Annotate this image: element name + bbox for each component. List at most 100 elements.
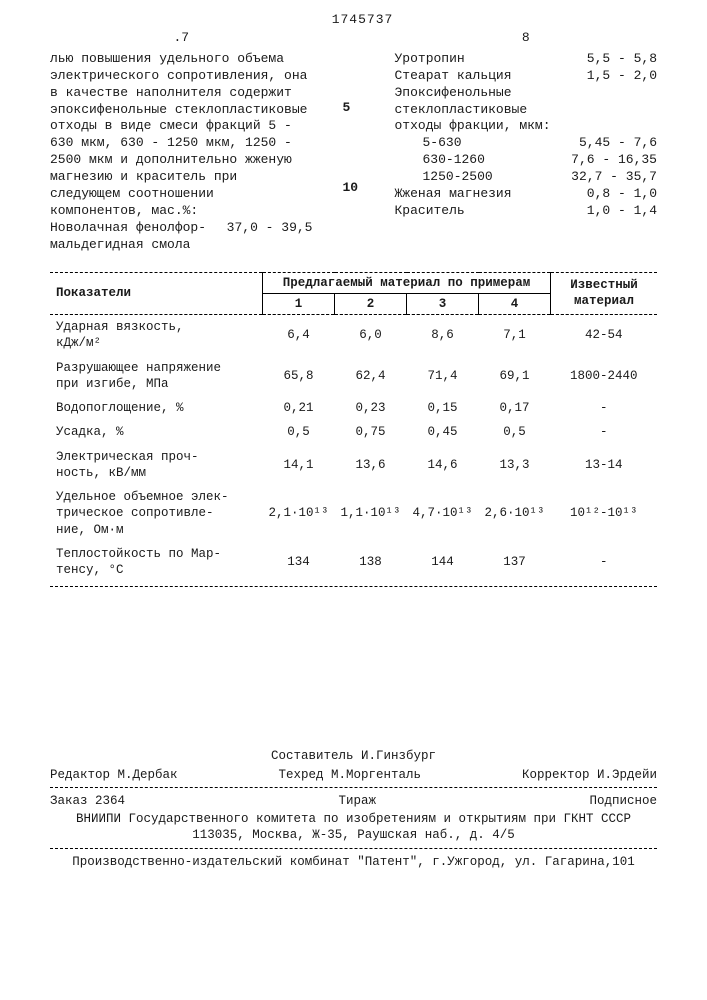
value-cell: 10¹²-10¹³ — [551, 485, 657, 542]
param-cell: Усадка, % — [50, 420, 263, 444]
value-cell: 0,21 — [263, 396, 335, 420]
org: ВНИИПИ Государственного комитета по изоб… — [50, 811, 657, 827]
param-cell: Водопоглощение, % — [50, 396, 263, 420]
th-param: Показатели — [50, 272, 263, 315]
value-cell: 0,5 — [479, 420, 551, 444]
compiler: Составитель И.Гинзбург — [50, 748, 657, 764]
left-body-text: лью повышения удельного объема электриче… — [50, 51, 313, 220]
ingredient-row: Краситель1,0 - 1,4 — [395, 203, 658, 220]
th-known: Известный материал — [551, 272, 657, 315]
col-num-7: .7 — [50, 30, 313, 47]
value-cell: 42-54 — [551, 315, 657, 356]
patent-number: 1745737 — [303, 12, 423, 29]
ingredient-label: Стеарат кальция — [395, 68, 577, 85]
value-cell: 69,1 — [479, 356, 551, 397]
line-numbers: 1745737 5 10 — [343, 30, 365, 254]
ingredient-label: 630-1260 — [423, 152, 562, 169]
ingredient-value — [647, 85, 657, 102]
th-col-1: 1 — [263, 293, 335, 314]
value-cell: 0,75 — [335, 420, 407, 444]
value-cell: 138 — [335, 542, 407, 583]
th-col-2: 2 — [335, 293, 407, 314]
ingredient-row: Стеарат кальция1,5 - 2,0 — [395, 68, 658, 85]
value-cell: 2,1·10¹³ — [263, 485, 335, 542]
param-cell: Удельное объемное элек- трическое сопрот… — [50, 485, 263, 542]
th-col-3: 3 — [407, 293, 479, 314]
value-cell: 2,6·10¹³ — [479, 485, 551, 542]
ingredient-row: 1250-250032,7 - 35,7 — [395, 169, 658, 186]
techred: Техред М.Моргенталь — [278, 767, 421, 783]
editor: Редактор М.Дербак — [50, 767, 178, 783]
ingredient-row: стеклопластиковые — [395, 102, 658, 119]
ingredient-value: 5,45 - 7,6 — [569, 135, 657, 152]
th-col-4: 4 — [479, 293, 551, 314]
ingredient-label: 1250-2500 — [423, 169, 562, 186]
left-last-ingredient: Новолачная фенолфор- мальдегидная смола … — [50, 220, 313, 254]
ingredient-row: 630-12607,6 - 16,35 — [395, 152, 658, 169]
line-10: 10 — [343, 180, 363, 197]
ingredient-value — [647, 102, 657, 119]
results-table: Показатели Предлагаемый материал по прим… — [50, 272, 657, 583]
value-cell: 14,6 — [407, 445, 479, 486]
table-row: Электрическая проч- ность, кВ/мм14,113,6… — [50, 445, 657, 486]
value-cell: 4,7·10¹³ — [407, 485, 479, 542]
table-bottom-sep — [50, 586, 657, 588]
ingredient-value — [647, 118, 657, 135]
tirage: Тираж — [338, 793, 376, 809]
table-row: Ударная вязкость, кДж/м²6,46,08,67,142-5… — [50, 315, 657, 356]
ingredient-row: Эпоксифенольные — [395, 85, 658, 102]
ingredient-value: 5,5 - 5,8 — [577, 51, 657, 68]
ingredient-value: 7,6 - 16,35 — [561, 152, 657, 169]
param-cell: Ударная вязкость, кДж/м² — [50, 315, 263, 356]
ingredient-label: стеклопластиковые — [395, 102, 648, 119]
value-cell: 65,8 — [263, 356, 335, 397]
ingredient-label: отходы фракции, мкм: — [395, 118, 648, 135]
value-cell: 6,0 — [335, 315, 407, 356]
plant: Производственно-издательский комбинат "П… — [50, 854, 657, 870]
value-cell: 1800-2440 — [551, 356, 657, 397]
sub: Подписное — [589, 793, 657, 809]
value-cell: 0,15 — [407, 396, 479, 420]
value-cell: 1,1·10¹³ — [335, 485, 407, 542]
left-last-value: 37,0 - 39,5 — [217, 220, 313, 254]
value-cell: 13,3 — [479, 445, 551, 486]
th-group: Предлагаемый материал по примерам — [263, 272, 551, 293]
left-column: .7 лью повышения удельного объема электр… — [50, 30, 313, 254]
table-row: Удельное объемное элек- трическое сопрот… — [50, 485, 657, 542]
top-columns: .7 лью повышения удельного объема электр… — [50, 30, 657, 254]
left-last-label: Новолачная фенолфор- мальдегидная смола — [50, 220, 217, 254]
ingredient-value: 0,8 - 1,0 — [577, 186, 657, 203]
value-cell: 0,5 — [263, 420, 335, 444]
value-cell: 0,45 — [407, 420, 479, 444]
table-row: Усадка, %0,50,750,450,5- — [50, 420, 657, 444]
value-cell: 8,6 — [407, 315, 479, 356]
order: Заказ 2364 — [50, 793, 125, 809]
value-cell: 0,23 — [335, 396, 407, 420]
corrector: Корректор И.Эрдейи — [522, 767, 657, 783]
ingredient-label: Уротропин — [395, 51, 577, 68]
table-row: Разрушающее напряжение при изгибе, МПа65… — [50, 356, 657, 397]
value-cell: - — [551, 420, 657, 444]
ingredient-value: 1,0 - 1,4 — [577, 203, 657, 220]
right-column: 8 Уротропин5,5 - 5,8Стеарат кальция1,5 -… — [395, 30, 658, 254]
ingredient-row: отходы фракции, мкм: — [395, 118, 658, 135]
value-cell: 0,17 — [479, 396, 551, 420]
value-cell: - — [551, 542, 657, 583]
ingredient-row: Жженая магнезия0,8 - 1,0 — [395, 186, 658, 203]
value-cell: 6,4 — [263, 315, 335, 356]
ingredient-label: Эпоксифенольные — [395, 85, 648, 102]
ingredient-label: Жженая магнезия — [395, 186, 577, 203]
ingredient-label: Краситель — [395, 203, 577, 220]
table-row: Водопоглощение, %0,210,230,150,17- — [50, 396, 657, 420]
value-cell: 14,1 — [263, 445, 335, 486]
ingredient-label: 5-630 — [423, 135, 569, 152]
value-cell: 13,6 — [335, 445, 407, 486]
param-cell: Электрическая проч- ность, кВ/мм — [50, 445, 263, 486]
value-cell: 137 — [479, 542, 551, 583]
table-row: Теплостойкость по Мар- тенсу, °С13413814… — [50, 542, 657, 583]
ingredient-row: 5-6305,45 - 7,6 — [395, 135, 658, 152]
line-5: 5 — [343, 100, 363, 117]
ingredient-value: 1,5 - 2,0 — [577, 68, 657, 85]
footer: Составитель И.Гинзбург Редактор М.Дербак… — [50, 748, 657, 870]
value-cell: 7,1 — [479, 315, 551, 356]
